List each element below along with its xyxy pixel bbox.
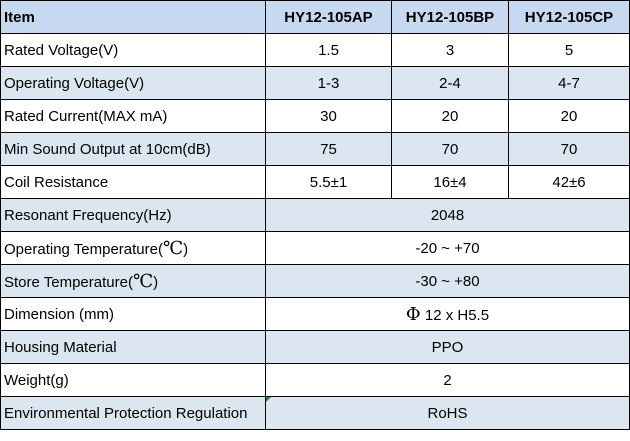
table-row: Dimension (mm) Φ 12 x H5.5 [0,297,630,331]
row-label: Operating Voltage(V) [0,66,266,100]
table-row: Min Sound Output at 10cm(dB) 75 70 70 [0,132,630,166]
cell-merged: PPO [265,330,630,364]
row-label: Resonant Frequency(Hz) [0,198,266,232]
cell-cp: 20 [508,99,630,133]
celsius-symbol: ℃ [162,237,184,259]
spec-table: Item HY12-105AP HY12-105BP HY12-105CP Ra… [0,0,630,430]
cell-ap: 75 [265,132,392,166]
row-label-close: ) [183,240,189,258]
cell-merged: -30 ~ +80 [265,264,630,298]
cell-bp: 16±4 [391,165,509,199]
cell-merged: -20 ~ +70 [265,231,630,265]
header-model-ap: HY12-105AP [265,0,392,34]
table-row: Operating Voltage(V) 1-3 2-4 4-7 [0,66,630,100]
header-item: Item [0,0,266,34]
cell-bp: 3 [391,33,509,67]
header-model-bp: HY12-105BP [391,0,509,34]
cell-merged: 2 [265,363,630,397]
cell-ap: 30 [265,99,392,133]
cell-ap: 5.5±1 [265,165,392,199]
table-row: Store Temperature(℃) -30 ~ +80 [0,264,630,298]
row-label: Housing Material [0,330,266,364]
table-row: Coil Resistance 5.5±1 16±4 42±6 [0,165,630,199]
row-label: Dimension (mm) [0,297,266,331]
cell-cp: 42±6 [508,165,630,199]
row-label: Min Sound Output at 10cm(dB) [0,132,266,166]
table-row: Operating Temperature(℃) -20 ~ +70 [0,231,630,265]
cell-merged: Φ 12 x H5.5 [265,297,630,331]
row-label-text: Store Temperature( [4,273,133,291]
cell-ap: 1.5 [265,33,392,67]
cell-merged: RoHS [265,396,630,430]
table-row: Weight(g) 2 [0,363,630,397]
celsius-symbol: ℃ [132,270,154,292]
cell-ap: 1-3 [265,66,392,100]
row-label-close: ) [153,273,159,291]
row-label: Store Temperature(℃) [0,264,266,298]
row-label: Operating Temperature(℃) [0,231,266,265]
cell-bp: 2-4 [391,66,509,100]
cell-cp: 70 [508,132,630,166]
row-label: Rated Current(MAX mA) [0,99,266,133]
table-row: Housing Material PPO [0,330,630,364]
row-label-text: Operating Temperature( [4,240,163,258]
header-model-cp: HY12-105CP [508,0,630,34]
row-label: Rated Voltage(V) [0,33,266,67]
table-row: Rated Current(MAX mA) 30 20 20 [0,99,630,133]
cell-cp: 4-7 [508,66,630,100]
header-row: Item HY12-105AP HY12-105BP HY12-105CP [0,0,630,34]
cell-bp: 70 [391,132,509,166]
row-label: Weight(g) [0,363,266,397]
cell-cp: 5 [508,33,630,67]
table-row: Resonant Frequency(Hz) 2048 [0,198,630,232]
table-row: Rated Voltage(V) 1.5 3 5 [0,33,630,67]
row-label: Environmental Protection Regulation [0,396,266,430]
diameter-symbol: Φ [405,303,421,325]
cell-bp: 20 [391,99,509,133]
row-label: Coil Resistance [0,165,266,199]
cell-merged: 2048 [265,198,630,232]
dimension-value: 12 x H5.5 [420,306,490,324]
table-row: Environmental Protection Regulation RoHS [0,396,630,430]
